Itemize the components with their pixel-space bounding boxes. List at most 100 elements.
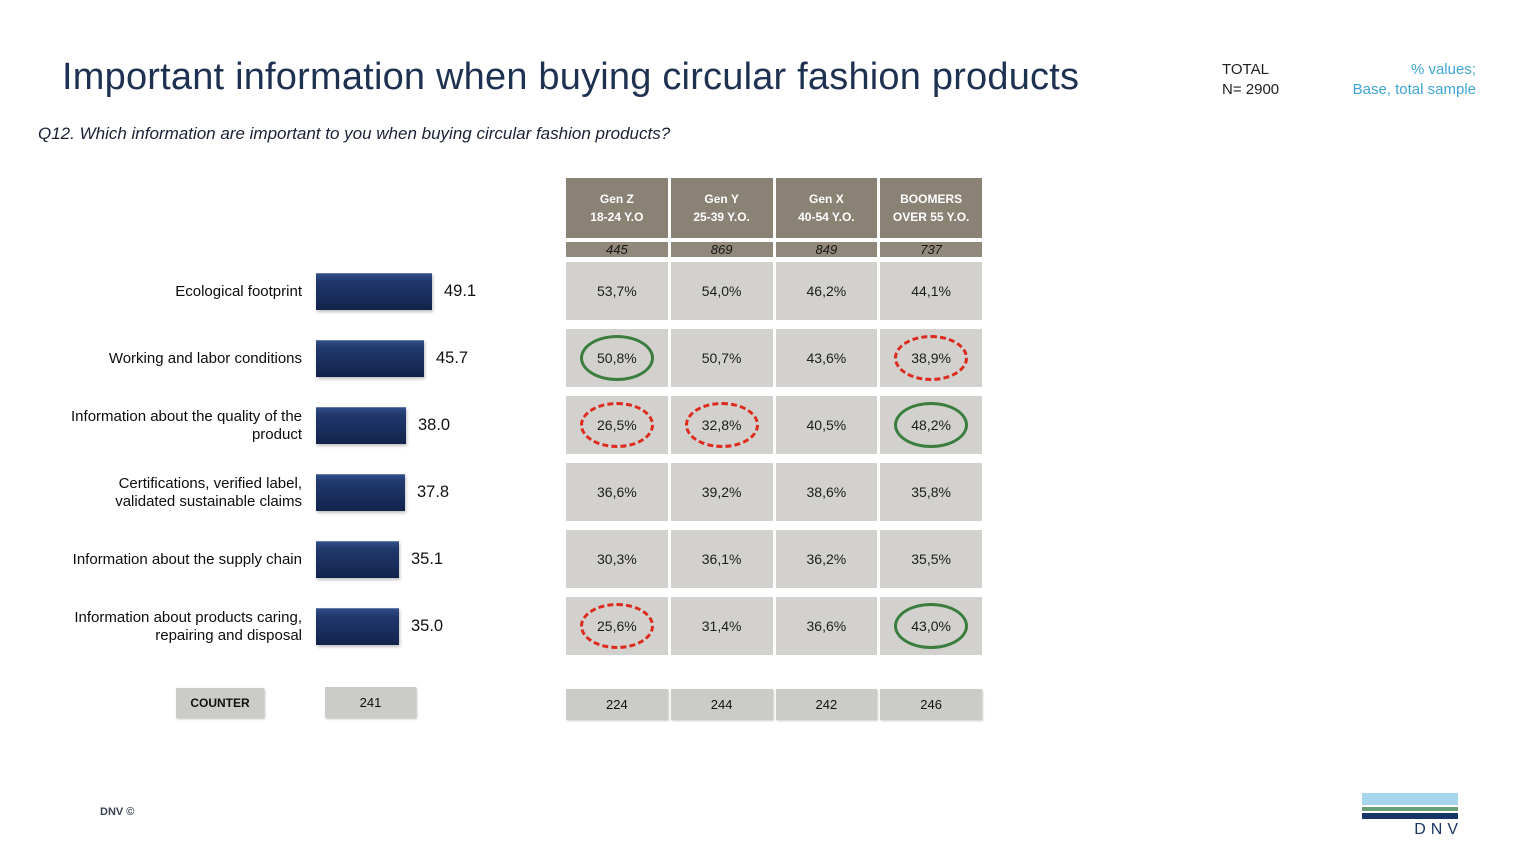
bar: [316, 340, 424, 377]
counter-value: 224: [566, 689, 668, 720]
cell-value: 36,6%: [597, 484, 637, 500]
table-cell: 38,6%: [775, 463, 878, 521]
counter-total-value: 241: [325, 687, 416, 718]
logo-stripe-lightblue: [1362, 793, 1458, 805]
cell-value: 44,1%: [911, 283, 951, 299]
table-counter-row: 224 244 242 246: [566, 689, 982, 720]
base-n: 445: [566, 242, 668, 257]
bar-value: 49.1: [444, 282, 477, 300]
cell-value: 39,2%: [701, 484, 742, 500]
cell-value: 30,3%: [597, 551, 637, 567]
table-row: 50,8% 50,7% 43,6% 38,9%: [566, 329, 982, 387]
total-n: N= 2900: [1222, 80, 1280, 98]
cell-value: 31,4%: [701, 618, 742, 634]
column-header-line2: 40-54 Y.O.: [798, 210, 855, 224]
bar-value: 35.0: [411, 617, 444, 635]
cell-value: 38,6%: [806, 484, 847, 500]
column-header-line2: 18-24 Y.O: [590, 210, 644, 224]
chart-row: Certifications, verified label, validate…: [57, 459, 537, 526]
column-header-genx: Gen X 40-54 Y.O.: [775, 178, 878, 238]
chart-category-label: Ecological footprint: [175, 282, 302, 300]
column-header-boomers: BOOMERS OVER 55 Y.O.: [880, 178, 982, 238]
generation-table: Gen Z 18-24 Y.O Gen Y 25-39 Y.O. Gen X 4…: [566, 178, 982, 720]
bar-value: 35.1: [411, 550, 444, 568]
table-cell: 31,4%: [670, 597, 773, 655]
table-cell: 30,3%: [566, 530, 668, 588]
column-header-genz: Gen Z 18-24 Y.O: [566, 178, 668, 238]
bar: [316, 407, 406, 444]
chart-category-label: Information about the supply chain: [72, 550, 302, 568]
cell-value: 36,1%: [701, 551, 742, 567]
chart-row: Information about the supply chain 35.1: [57, 526, 537, 593]
base-n: 849: [775, 242, 878, 257]
table-cell: 43,0%: [880, 597, 982, 655]
base-n: 869: [670, 242, 773, 257]
cell-value: 38,9%: [911, 350, 951, 366]
table-cell: 54,0%: [670, 262, 773, 320]
total-block: TOTAL N= 2900: [1222, 60, 1279, 99]
bar-chart: Ecological footprint 49.1 Working and la…: [57, 258, 537, 660]
column-header-line2: 25-39 Y.O.: [693, 210, 750, 224]
counter-value: 244: [670, 689, 773, 720]
table-cell: 35,5%: [880, 530, 982, 588]
table-row: 26,5% 32,8% 40,5% 48,2%: [566, 396, 982, 454]
cell-value: 50,7%: [701, 350, 742, 366]
table-cell: 35,8%: [880, 463, 982, 521]
table-cell: 36,6%: [775, 597, 878, 655]
table-body: 53,7% 54,0% 46,2% 44,1% 50,8% 50,7% 43,6…: [566, 262, 982, 655]
cell-value: 32,8%: [701, 417, 742, 433]
table-cell: 44,1%: [880, 262, 982, 320]
column-header-line2: OVER 55 Y.O.: [892, 210, 970, 224]
cell-value: 35,8%: [911, 484, 951, 500]
cell-value: 50,8%: [597, 350, 637, 366]
bar: [316, 608, 399, 645]
table-base-row: 445 869 849 737: [566, 242, 982, 257]
table-row: 36,6% 39,2% 38,6% 35,8%: [566, 463, 982, 521]
chart-category-label: Working and labor conditions: [108, 349, 302, 367]
bar-value: 45.7: [436, 349, 469, 367]
table-cell: 43,6%: [775, 329, 878, 387]
table-cell: 39,2%: [670, 463, 773, 521]
counter-value: 246: [880, 689, 982, 720]
question-text: Q12. Which information are important to …: [38, 124, 671, 143]
chart-row: Working and labor conditions 45.7: [57, 325, 537, 392]
table-cell: 46,2%: [775, 262, 878, 320]
cell-value: 40,5%: [806, 417, 847, 433]
cell-value: 48,2%: [911, 417, 951, 433]
cell-value: 43,0%: [911, 618, 951, 634]
table-cell: 50,7%: [670, 329, 773, 387]
table-cell: 50,8%: [566, 329, 668, 387]
base-n: 737: [880, 242, 982, 257]
counter-label: COUNTER: [176, 688, 264, 718]
table-row: 25,6% 31,4% 36,6% 43,0%: [566, 597, 982, 655]
cell-value: 54,0%: [701, 283, 742, 299]
bar-value: 37.8: [417, 483, 450, 501]
cell-value: 26,5%: [597, 417, 637, 433]
table-cell: 25,6%: [566, 597, 668, 655]
chart-row: Ecological footprint 49.1: [57, 258, 537, 325]
counter-value: 242: [775, 689, 878, 720]
page-title: Important information when buying circul…: [62, 56, 1080, 98]
chart-category-label: Information about the quality of the pro…: [71, 408, 302, 443]
column-header-line1: Gen Y: [704, 192, 739, 206]
column-header-line1: BOOMERS: [900, 192, 963, 206]
table-cell: 36,6%: [566, 463, 668, 521]
values-note-line2: Base, total sample: [1352, 80, 1476, 98]
logo-text: DNV: [1414, 821, 1463, 838]
table-cell: 26,5%: [566, 396, 668, 454]
bar: [316, 273, 432, 310]
cell-value: 36,6%: [806, 618, 847, 634]
logo-stripe-green: [1362, 807, 1458, 811]
bar: [316, 474, 405, 511]
table-cell: 40,5%: [775, 396, 878, 454]
copyright-text: DNV ©: [100, 806, 135, 818]
column-header-line1: Gen Z: [599, 192, 634, 206]
cell-value: 53,7%: [597, 283, 637, 299]
cell-value: 25,6%: [597, 618, 637, 634]
table-header-row: Gen Z 18-24 Y.O Gen Y 25-39 Y.O. Gen X 4…: [566, 178, 982, 238]
column-header-line1: Gen X: [809, 192, 844, 206]
logo-stripe-navy: [1362, 813, 1458, 819]
table-cell: 38,9%: [880, 329, 982, 387]
table-cell: 36,2%: [775, 530, 878, 588]
